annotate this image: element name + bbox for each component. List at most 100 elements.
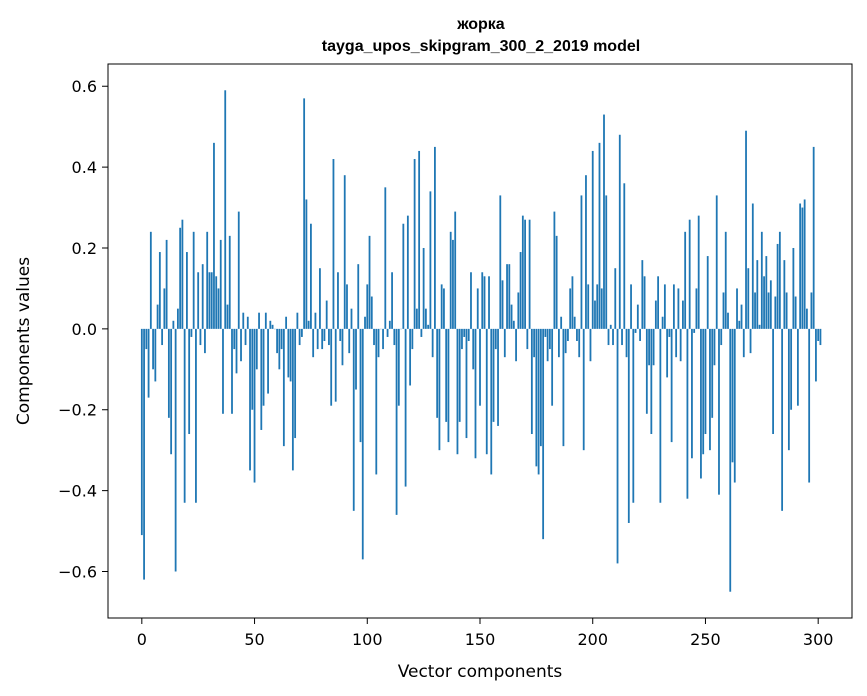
bar-211 bbox=[616, 328, 619, 564]
bar-21 bbox=[188, 328, 191, 435]
bar-287 bbox=[787, 328, 790, 451]
bar-203 bbox=[598, 142, 601, 329]
bar-162 bbox=[506, 264, 508, 329]
bar-286 bbox=[785, 292, 788, 329]
bar-153 bbox=[485, 328, 488, 455]
bar-86 bbox=[334, 328, 337, 402]
bar-245 bbox=[693, 328, 696, 333]
bar-53 bbox=[260, 328, 263, 430]
bar-131 bbox=[436, 328, 439, 418]
bar-46 bbox=[244, 328, 247, 346]
bar-43 bbox=[237, 211, 240, 329]
bar-58 bbox=[271, 324, 274, 329]
x-axis-label: Vector components bbox=[398, 662, 563, 682]
bar-71 bbox=[300, 328, 303, 337]
bar-193 bbox=[576, 328, 578, 341]
bar-296 bbox=[808, 328, 811, 483]
y-tick-label: −0.2 bbox=[58, 401, 97, 420]
bar-178 bbox=[542, 328, 545, 540]
bar-214 bbox=[623, 183, 626, 329]
bar-42 bbox=[235, 328, 238, 374]
bar-138 bbox=[452, 239, 454, 329]
bar-166 bbox=[515, 328, 517, 362]
bar-56 bbox=[267, 328, 269, 394]
bar-1 bbox=[143, 328, 145, 580]
bar-137 bbox=[449, 231, 452, 329]
bar-292 bbox=[799, 203, 802, 329]
bar-31 bbox=[210, 272, 213, 329]
bar-129 bbox=[431, 328, 434, 358]
bar-2 bbox=[145, 328, 148, 350]
bar-149 bbox=[476, 288, 479, 329]
bar-117 bbox=[404, 328, 407, 487]
bar-189 bbox=[567, 328, 569, 341]
bar-217 bbox=[630, 284, 632, 329]
bar-39 bbox=[228, 235, 231, 329]
bar-77 bbox=[314, 312, 317, 329]
bar-204 bbox=[600, 288, 603, 329]
bar-300 bbox=[817, 328, 820, 341]
bar-64 bbox=[285, 316, 288, 329]
x-tick-label: 300 bbox=[803, 630, 834, 649]
bar-135 bbox=[445, 328, 448, 422]
bar-139 bbox=[454, 211, 457, 329]
bar-223 bbox=[643, 276, 646, 329]
bar-271 bbox=[751, 203, 754, 329]
bar-95 bbox=[355, 328, 357, 390]
bar-180 bbox=[546, 328, 549, 362]
bar-238 bbox=[677, 288, 680, 329]
bar-140 bbox=[456, 328, 459, 455]
bar-187 bbox=[562, 328, 565, 447]
bar-247 bbox=[697, 215, 700, 329]
bar-105 bbox=[377, 328, 380, 358]
bar-103 bbox=[373, 328, 375, 346]
bar-291 bbox=[796, 328, 799, 406]
bar-167 bbox=[517, 292, 520, 329]
y-tick-label: 0.4 bbox=[72, 158, 97, 177]
bar-119 bbox=[409, 328, 412, 386]
y-axis-ticks: −0.6 −0.4 −0.2 0.0 0.2 0.4 0.6 bbox=[58, 77, 108, 581]
bar-111 bbox=[391, 272, 393, 329]
bar-10 bbox=[163, 288, 166, 329]
bar-191 bbox=[571, 276, 574, 329]
bar-206 bbox=[605, 195, 608, 329]
bar-232 bbox=[663, 284, 666, 329]
bar-11 bbox=[165, 239, 168, 329]
bar-118 bbox=[406, 215, 409, 329]
bar-97 bbox=[359, 328, 362, 443]
bar-44 bbox=[240, 328, 242, 362]
bar-175 bbox=[535, 328, 538, 467]
bar-30 bbox=[208, 272, 211, 329]
bar-148 bbox=[474, 328, 477, 459]
bar-298 bbox=[812, 146, 815, 329]
bar-99 bbox=[364, 316, 366, 329]
bar-225 bbox=[648, 328, 650, 366]
bar-279 bbox=[769, 280, 772, 329]
bar-90 bbox=[343, 175, 346, 329]
bar-182 bbox=[551, 328, 554, 406]
bar-29 bbox=[206, 231, 209, 329]
bar-61 bbox=[278, 328, 281, 370]
bar-246 bbox=[695, 288, 698, 329]
bar-270 bbox=[749, 328, 752, 354]
chart-title: жорка bbox=[456, 16, 505, 33]
bar-112 bbox=[393, 328, 396, 346]
bar-82 bbox=[325, 300, 328, 329]
bar-102 bbox=[370, 296, 373, 329]
bar-294 bbox=[803, 199, 806, 329]
bar-76 bbox=[312, 328, 315, 358]
bar-160 bbox=[501, 280, 504, 329]
bar-34 bbox=[217, 288, 220, 329]
bar-176 bbox=[537, 328, 540, 475]
bar-163 bbox=[508, 264, 511, 329]
bar-12 bbox=[167, 328, 170, 418]
bar-285 bbox=[783, 260, 786, 329]
bar-121 bbox=[413, 159, 416, 329]
bar-93 bbox=[350, 308, 353, 329]
bar-177 bbox=[539, 328, 542, 447]
bar-253 bbox=[711, 328, 714, 418]
bar-70 bbox=[298, 328, 301, 346]
bar-55 bbox=[264, 312, 267, 329]
bar-198 bbox=[587, 284, 590, 329]
bar-88 bbox=[339, 328, 342, 341]
